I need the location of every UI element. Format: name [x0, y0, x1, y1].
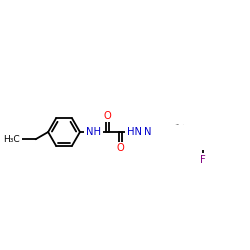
Text: H₃C: H₃C: [3, 135, 20, 144]
Text: O: O: [116, 144, 124, 154]
Text: HN: HN: [127, 127, 142, 137]
Text: O: O: [104, 111, 112, 121]
Text: F: F: [200, 155, 206, 165]
Text: N: N: [144, 127, 151, 137]
Text: NH: NH: [86, 127, 101, 137]
Bar: [150, 125, 185, 139]
Bar: [184, 114, 220, 150]
